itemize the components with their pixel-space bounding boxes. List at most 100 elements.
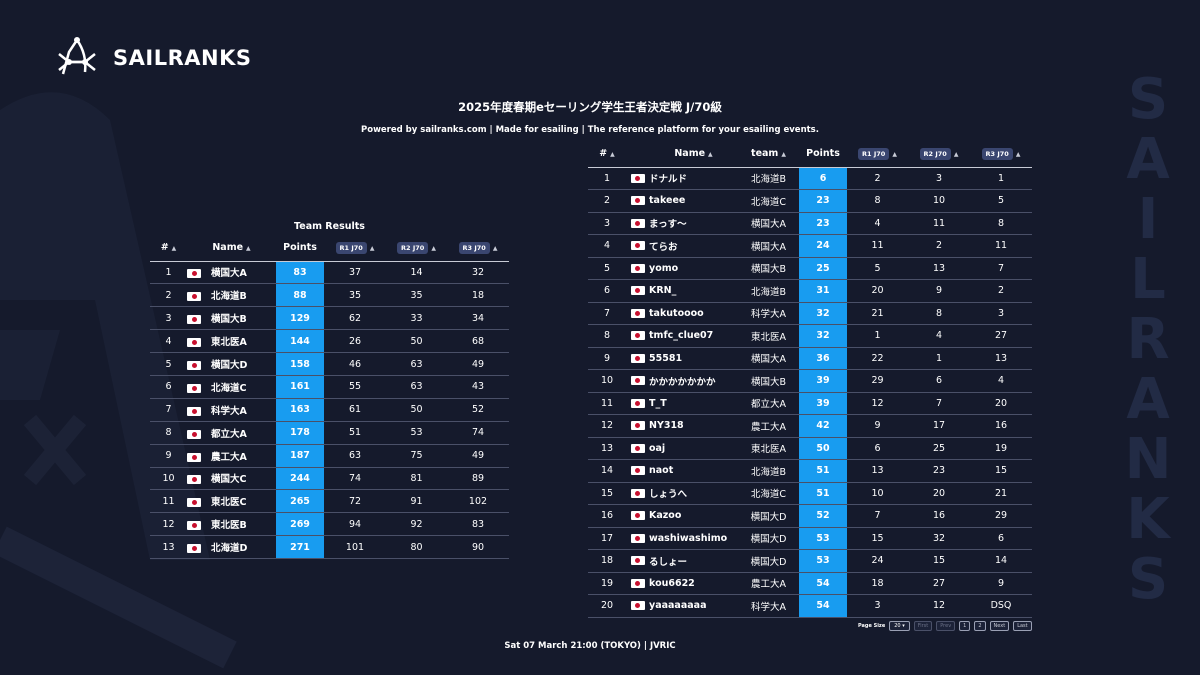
column-header-rank[interactable]: # ▲	[160, 242, 177, 254]
table-row[interactable]: 14 naot 北海道B 51 13 23 15	[588, 459, 1032, 483]
rank-cell: 11	[588, 392, 626, 415]
race3-cell-text: 89	[471, 472, 485, 484]
sailor-name-cell-text: 55581	[649, 352, 683, 364]
prev-page-button[interactable]: Prev	[936, 621, 956, 631]
sailor-name-cell: ドナルド	[649, 167, 738, 190]
table-row[interactable]: 11 東北医C 265 72 91 102	[150, 489, 509, 514]
points-cell-text: 269	[290, 518, 310, 530]
next-page-button[interactable]: Next	[989, 621, 1010, 631]
column-header-rank[interactable]: # ▲	[599, 148, 615, 160]
sort-asc-icon[interactable]: ▲	[171, 245, 177, 253]
brand-logo[interactable]: SAILRANKS	[55, 36, 251, 80]
column-header-r3[interactable]: R3 J70 ▲	[970, 141, 1032, 167]
sort-asc-icon[interactable]: ▲	[431, 244, 436, 252]
table-row[interactable]: 11 T_T 都立大A 39 12 7 20	[588, 392, 1032, 415]
table-row[interactable]: 13 北海道D 271 101 80 90	[150, 535, 509, 560]
sailor-name-cell-text: Kazoo	[649, 510, 682, 522]
race1-cell-text: 35	[348, 289, 362, 301]
points-cell: 31	[799, 279, 847, 303]
team-cell-text: 農工大A	[751, 421, 786, 433]
table-row[interactable]: 8 都立大A 178 51 53 74	[150, 421, 509, 445]
points-cell: 32	[799, 302, 847, 325]
sailor-name-cell: てらお	[649, 234, 738, 258]
table-row[interactable]: 12 東北医B 269 94 92 83	[150, 512, 509, 537]
table-row[interactable]: 19 kou6622 農工大A 54 18 27 9	[588, 572, 1032, 595]
race3-cell: 20	[970, 392, 1032, 415]
table-row[interactable]: 2 takeee 北海道C 23 8 10 5	[588, 189, 1032, 213]
sort-asc-icon[interactable]: ▲	[610, 151, 615, 159]
sort-asc-icon[interactable]: ▲	[892, 150, 897, 158]
column-header-points[interactable]: Points	[806, 148, 840, 160]
column-header-name[interactable]: Name ▲	[212, 242, 251, 254]
race3-cell: 89	[447, 467, 509, 491]
column-header-r1[interactable]: R1 J70 ▲	[324, 235, 386, 261]
table-row[interactable]: 12 NY318 農工大A 42 9 17 16	[588, 414, 1032, 438]
sort-asc-icon[interactable]: ▲	[246, 245, 251, 253]
race3-cell: 18	[447, 283, 509, 308]
table-row[interactable]: 4 東北医A 144 26 50 68	[150, 329, 509, 354]
flag-cell	[626, 189, 649, 213]
race1-cell: 94	[324, 512, 386, 537]
last-page-button[interactable]: Last	[1013, 621, 1032, 631]
column-header-points[interactable]: Points	[283, 242, 317, 254]
table-row[interactable]: 10 かかかかかかか 横国大B 39 29 6 4	[588, 369, 1032, 393]
table-row[interactable]: 2 北海道B 88 35 35 18	[150, 283, 509, 308]
race1-cell: 20	[847, 279, 908, 303]
table-row[interactable]: 1 横国大A 83 37 14 32	[150, 261, 509, 285]
race3-cell-text: 21	[994, 487, 1008, 499]
sort-asc-icon[interactable]: ▲	[369, 244, 375, 252]
table-row[interactable]: 16 Kazoo 横国大D 52 7 16 29	[588, 504, 1032, 528]
race2-cell: 25	[908, 437, 970, 460]
team-cell-text: 都立大A	[751, 399, 786, 411]
table-row[interactable]: 5 yomo 横国大B 25 5 13 7	[588, 257, 1032, 280]
column-header-r2[interactable]: R2 J70 ▲	[386, 235, 447, 261]
table-row[interactable]: 9 55581 横国大A 36 22 1 13	[588, 347, 1032, 370]
table-row[interactable]: 3 横国大B 129 62 33 34	[150, 306, 509, 331]
sort-asc-icon[interactable]: ▲	[1015, 150, 1021, 158]
table-row[interactable]: 3 まっす〜 横国大A 23 4 11 8	[588, 212, 1032, 235]
race2-cell: 7	[908, 392, 970, 415]
page-2-button[interactable]: 2	[974, 621, 986, 631]
sort-asc-icon[interactable]: ▲	[492, 244, 498, 252]
table-row[interactable]: 1 ドナルド 北海道B 6 2 3 1	[588, 167, 1032, 190]
table-row[interactable]: 13 oaj 東北医A 50 6 25 19	[588, 437, 1032, 460]
race3-cell: 49	[447, 444, 509, 468]
rank-cell: 8	[150, 421, 187, 445]
table-row[interactable]: 15 しょうへ 北海道C 51 10 20 21	[588, 482, 1032, 505]
race3-cell-text: 1	[997, 172, 1005, 184]
table-row[interactable]: 6 KRN_ 北海道B 31 20 9 2	[588, 279, 1032, 303]
page-size-select[interactable]: 20 ▾	[889, 621, 910, 631]
points-cell: 39	[799, 369, 847, 393]
race3-cell-text: 15	[994, 465, 1008, 477]
table-row[interactable]: 7 takutoooo 科学大A 32 21 8 3	[588, 302, 1032, 325]
rank-cell-text: 8	[603, 330, 611, 342]
sailor-name-cell-text: しょうへ	[649, 489, 688, 501]
table-row[interactable]: 9 農工大A 187 63 75 49	[150, 444, 509, 468]
column-header-r2[interactable]: R2 J70 ▲	[908, 141, 970, 167]
table-row[interactable]: 8 tmfc_clue07 東北医A 32 1 4 27	[588, 324, 1032, 348]
race1-cell-text: 12	[871, 397, 884, 409]
column-header-team[interactable]: team ▲	[751, 148, 786, 160]
sort-asc-icon[interactable]: ▲	[781, 151, 786, 159]
sailor-name-cell: kou6622	[649, 572, 738, 595]
table-row[interactable]: 7 科学大A 163 61 50 52	[150, 398, 509, 422]
table-row[interactable]: 10 横国大C 244 74 81 89	[150, 467, 509, 491]
race3-cell-text: 27	[994, 330, 1008, 342]
column-header-name[interactable]: Name ▲	[674, 148, 713, 160]
page-1-button[interactable]: 1	[959, 621, 971, 631]
table-row[interactable]: 20 yaaaaaaaa 科学大A 54 3 12 DSQ	[588, 594, 1032, 618]
race1-cell-text: 4	[874, 217, 881, 229]
race3-cell-text: 43	[471, 381, 485, 393]
table-row[interactable]: 17 washiwashimo 横国大D 53 15 32 6	[588, 527, 1032, 550]
table-row[interactable]: 18 るしょー 横国大D 53 24 15 14	[588, 549, 1032, 573]
points-cell: 144	[276, 329, 324, 354]
sort-asc-icon[interactable]: ▲	[708, 151, 713, 159]
table-row[interactable]: 6 北海道C 161 55 63 43	[150, 375, 509, 399]
column-header-r1[interactable]: R1 J70 ▲	[847, 141, 908, 167]
first-page-button[interactable]: First	[913, 621, 933, 631]
table-row[interactable]: 4 てらお 横国大A 24 11 2 11	[588, 234, 1032, 258]
sort-asc-icon[interactable]: ▲	[953, 150, 959, 158]
table-row[interactable]: 5 横国大D 158 46 63 49	[150, 352, 509, 376]
race2-cell: 1	[908, 347, 970, 370]
column-header-r3[interactable]: R3 J70 ▲	[447, 235, 509, 261]
